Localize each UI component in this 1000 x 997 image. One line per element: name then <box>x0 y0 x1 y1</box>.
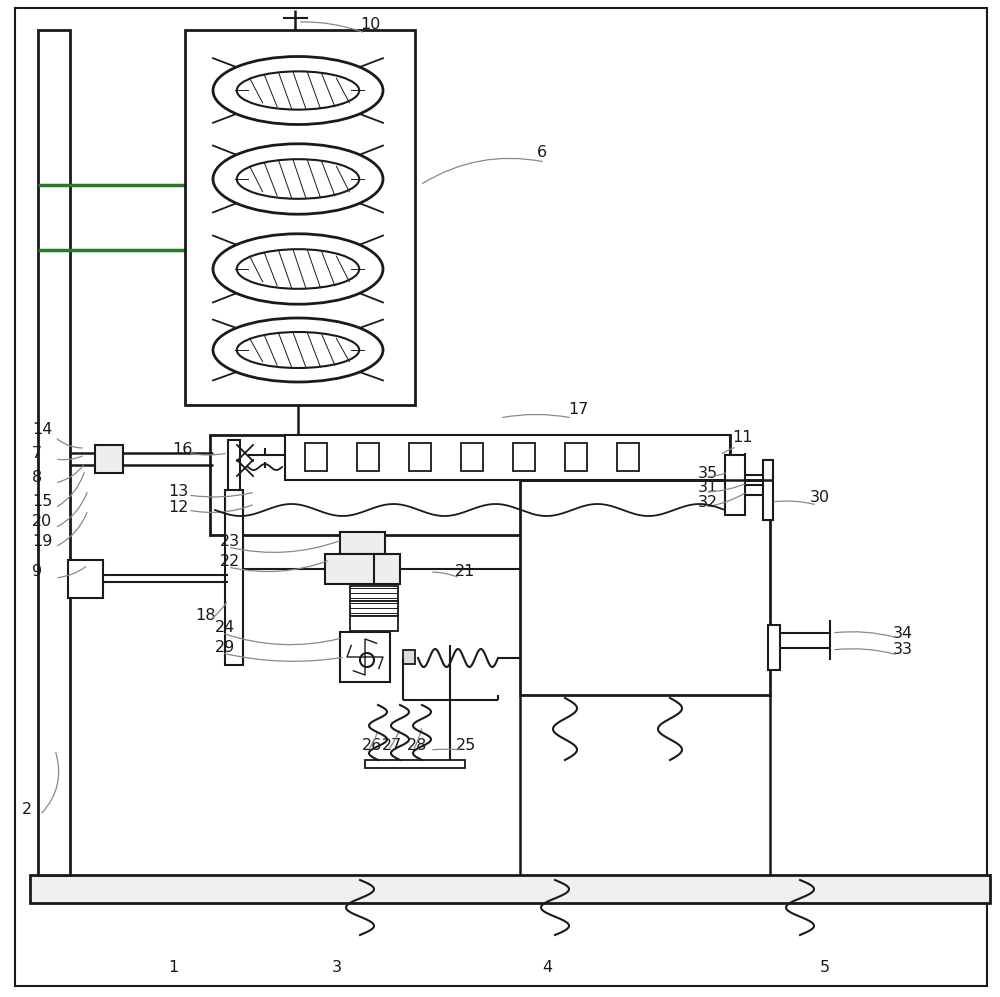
Text: 19: 19 <box>32 533 52 548</box>
Ellipse shape <box>237 332 359 368</box>
Bar <box>68 560 103 598</box>
Bar <box>763 460 773 520</box>
Bar <box>95 445 123 473</box>
Text: 35: 35 <box>698 466 718 481</box>
Bar <box>30 875 990 903</box>
Bar <box>365 760 465 768</box>
Text: 29: 29 <box>215 640 235 655</box>
Bar <box>38 30 70 875</box>
Text: 21: 21 <box>455 564 475 579</box>
Bar <box>325 554 400 584</box>
Bar <box>725 455 745 515</box>
Text: 26: 26 <box>362 738 382 753</box>
Bar <box>350 586 398 601</box>
Text: 17: 17 <box>568 403 588 418</box>
Ellipse shape <box>237 72 359 110</box>
Text: 5: 5 <box>820 959 830 974</box>
Bar <box>210 435 730 535</box>
Bar <box>403 650 415 664</box>
Text: 24: 24 <box>215 620 235 635</box>
Ellipse shape <box>213 144 383 214</box>
Ellipse shape <box>237 249 359 289</box>
Bar <box>350 601 398 616</box>
Text: 16: 16 <box>172 443 192 458</box>
Bar <box>350 616 398 631</box>
Text: 14: 14 <box>32 423 52 438</box>
Bar <box>228 440 240 495</box>
Bar <box>617 443 639 471</box>
Text: 32: 32 <box>698 496 718 510</box>
Bar <box>185 30 415 405</box>
Text: 1: 1 <box>168 959 178 974</box>
Text: 15: 15 <box>32 495 52 509</box>
Bar <box>768 625 780 670</box>
Text: 33: 33 <box>893 642 913 657</box>
Text: 13: 13 <box>168 485 188 499</box>
Bar <box>357 443 379 471</box>
Bar <box>513 443 535 471</box>
Ellipse shape <box>213 318 383 382</box>
Text: 11: 11 <box>732 431 753 446</box>
Text: 12: 12 <box>168 500 188 515</box>
Text: 7: 7 <box>32 446 42 461</box>
Text: 2: 2 <box>22 803 32 818</box>
Bar <box>305 443 327 471</box>
Bar <box>409 443 431 471</box>
Text: 6: 6 <box>537 146 547 161</box>
Ellipse shape <box>213 234 383 304</box>
Text: 3: 3 <box>332 959 342 974</box>
Text: 28: 28 <box>407 738 427 753</box>
Ellipse shape <box>237 160 359 198</box>
Text: 34: 34 <box>893 625 913 640</box>
Text: 10: 10 <box>360 18 380 33</box>
Bar <box>461 443 483 471</box>
Text: 30: 30 <box>810 491 830 505</box>
Text: 4: 4 <box>542 959 552 974</box>
Text: 9: 9 <box>32 564 42 579</box>
Bar <box>520 480 770 695</box>
Text: 27: 27 <box>382 738 402 753</box>
Text: 22: 22 <box>220 553 240 568</box>
Text: 31: 31 <box>698 481 718 496</box>
Bar <box>340 532 385 554</box>
Text: 25: 25 <box>456 738 476 753</box>
Ellipse shape <box>213 57 383 125</box>
Text: 18: 18 <box>195 607 216 622</box>
Text: 20: 20 <box>32 514 52 529</box>
Bar <box>285 435 730 480</box>
Bar <box>565 443 587 471</box>
Bar <box>340 632 390 682</box>
Bar <box>225 490 243 665</box>
Text: 8: 8 <box>32 470 42 485</box>
Text: 23: 23 <box>220 533 240 548</box>
